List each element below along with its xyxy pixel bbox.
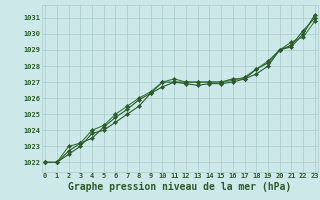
X-axis label: Graphe pression niveau de la mer (hPa): Graphe pression niveau de la mer (hPa) (68, 182, 292, 192)
